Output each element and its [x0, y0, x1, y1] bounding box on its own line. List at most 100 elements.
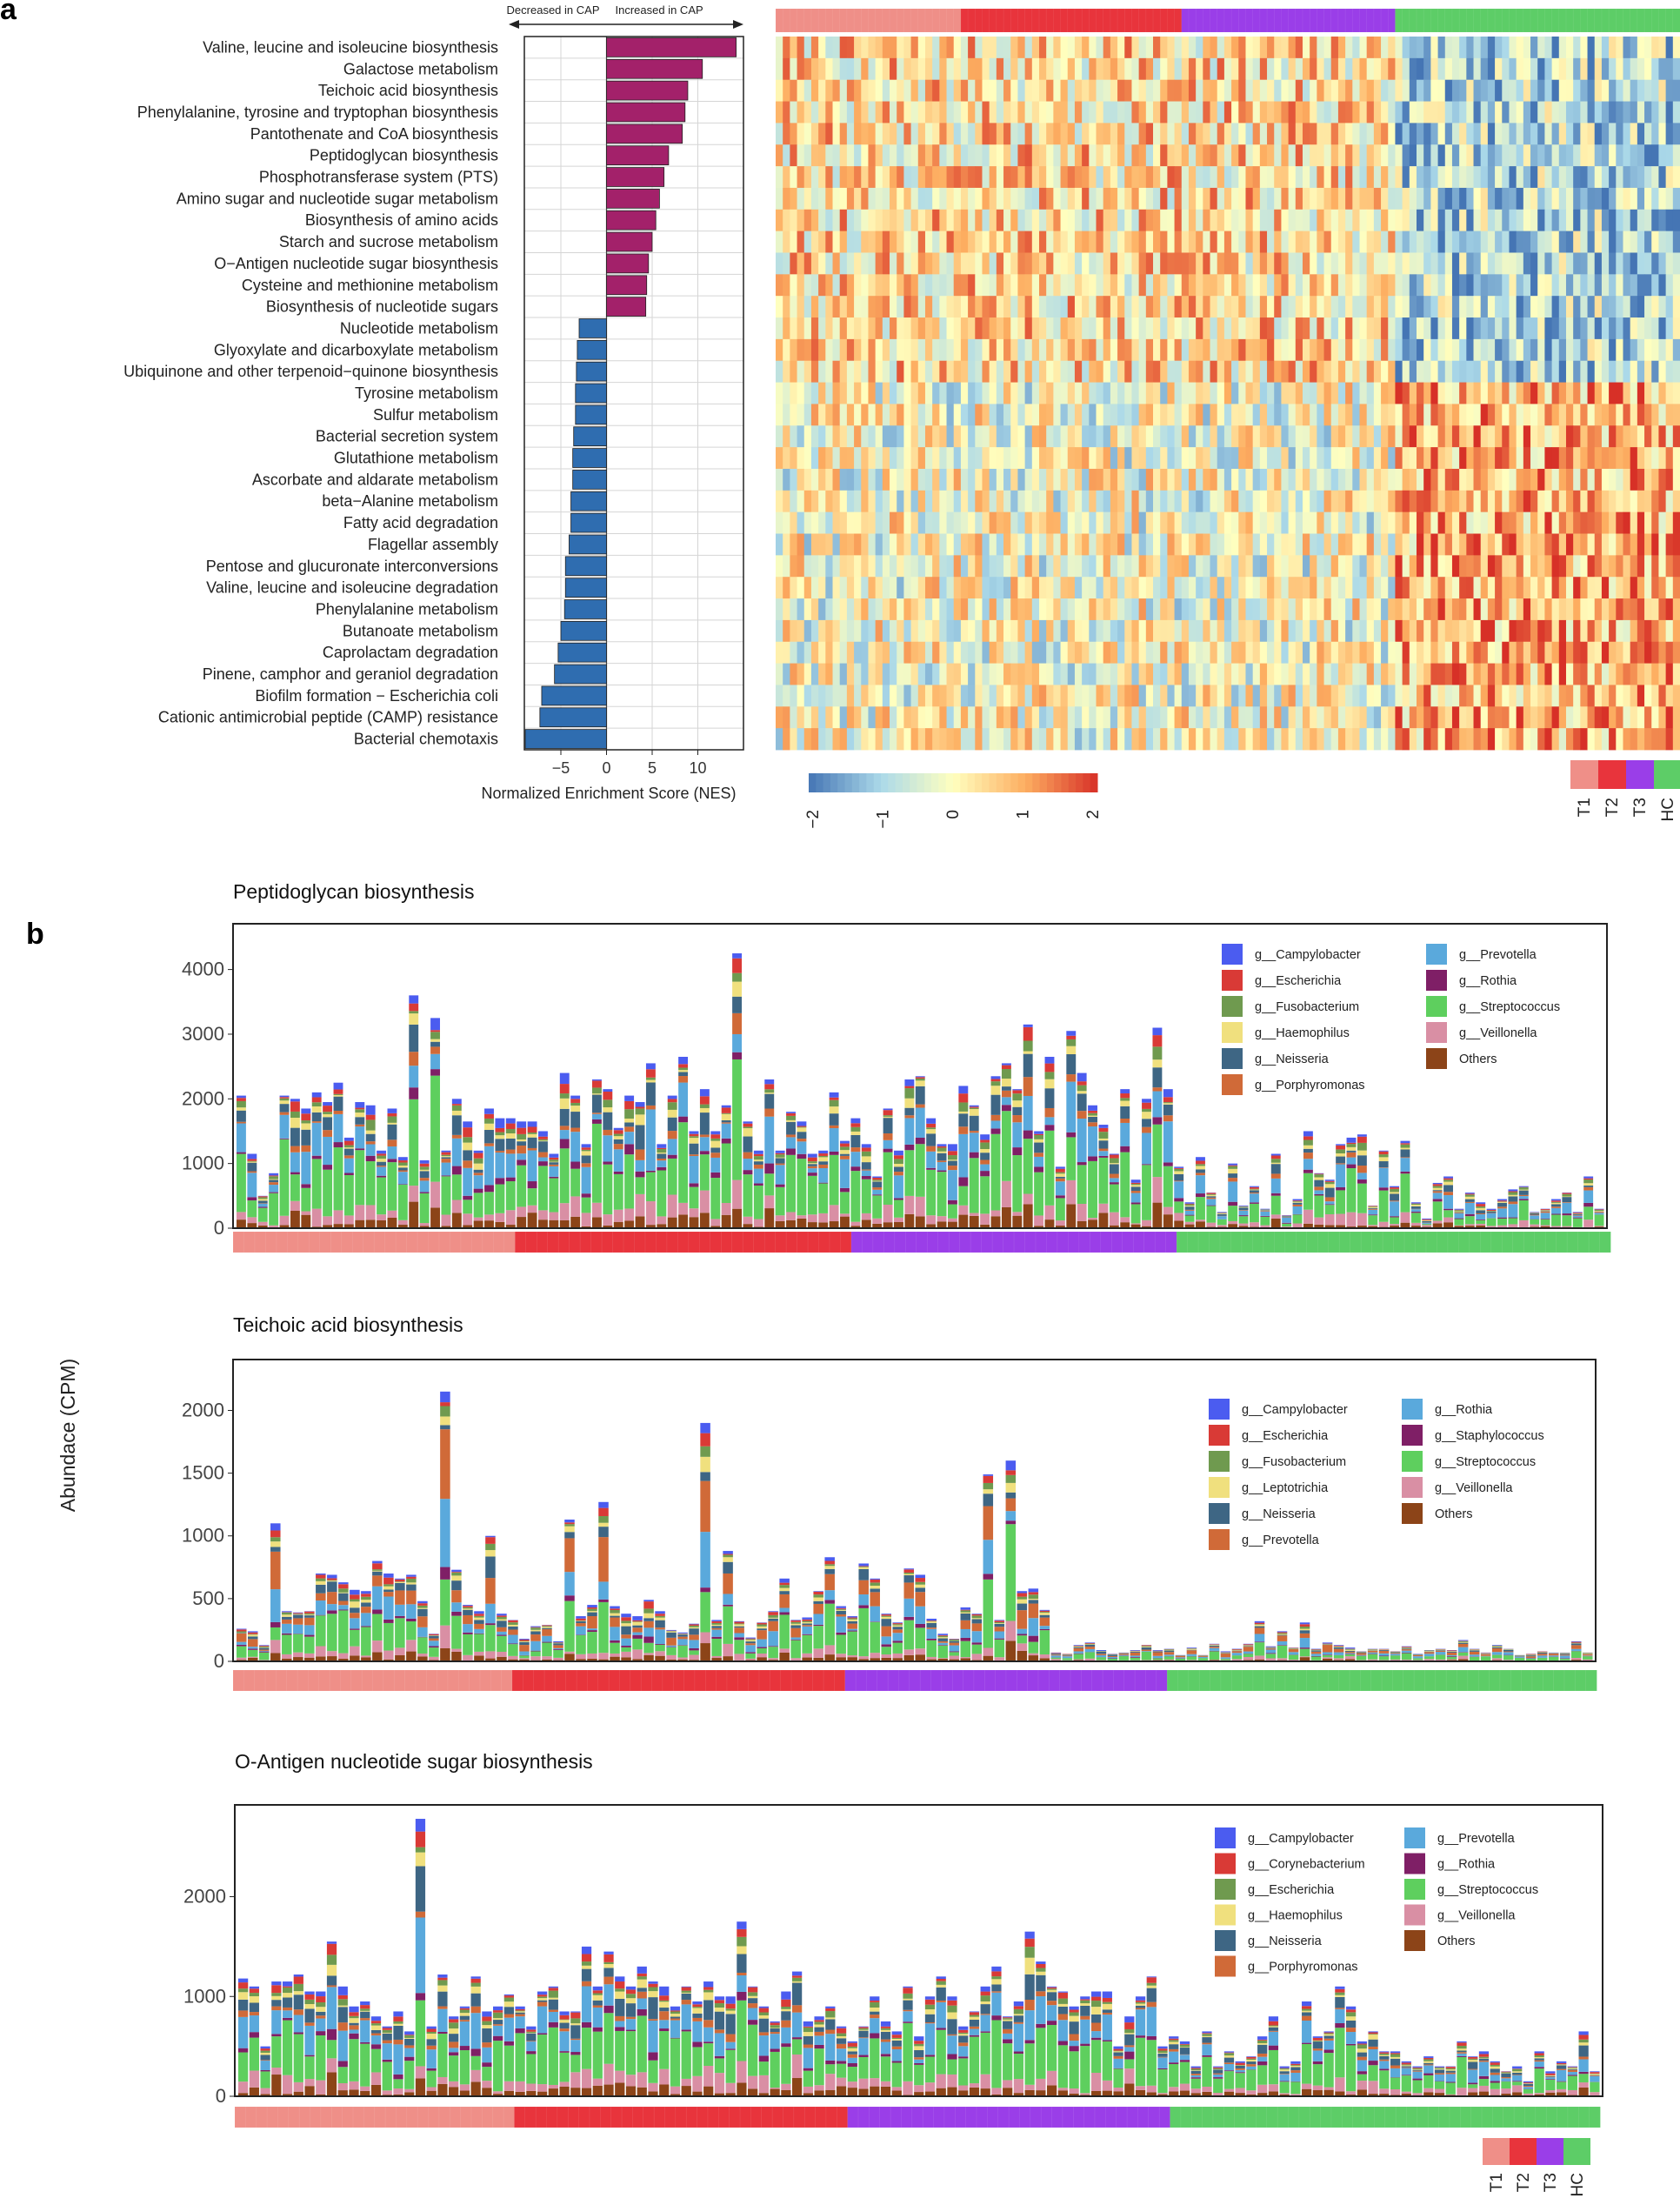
- heatmap-cell: [1281, 252, 1290, 275]
- heatmap-cell: [1010, 79, 1018, 102]
- heatmap-cell: [1174, 252, 1183, 275]
- heatmap-cell: [960, 382, 969, 404]
- heatmap-cell: [882, 382, 890, 404]
- heatmap-cell: [1310, 123, 1317, 145]
- heatmap-cell: [1038, 533, 1047, 556]
- heatmap-cell: [776, 360, 783, 383]
- heatmap-cell: [1288, 187, 1297, 210]
- heatmap-cell: [839, 533, 848, 556]
- heatmap-cell: [1551, 598, 1560, 621]
- heatmap-cell: [1345, 641, 1353, 665]
- heatmap-cell: [1609, 447, 1617, 470]
- heatmap-cell: [1288, 231, 1297, 253]
- heatmap-cells: [776, 37, 1680, 751]
- heatmap-cell: [1409, 101, 1417, 124]
- heatmap-cell: [1117, 252, 1125, 275]
- heatmap-cell: [1231, 425, 1239, 448]
- heatmap-cell: [1288, 296, 1297, 318]
- heatmap-cell: [1587, 511, 1596, 534]
- heatmap-cell: [1451, 360, 1460, 383]
- stacked-bar-segment: [397, 1165, 408, 1168]
- heatmap-cell: [1117, 685, 1125, 707]
- heatmap-cell: [1609, 577, 1617, 599]
- stacked-bar-segment: [409, 1024, 419, 1052]
- heatmap-cell: [1003, 533, 1011, 556]
- heatmap-cell: [917, 144, 926, 167]
- heatmap-cell: [1174, 360, 1183, 383]
- heatmap-cell: [783, 468, 790, 491]
- heatmap-cell: [1117, 706, 1125, 729]
- heatmap-cell: [1551, 706, 1560, 729]
- heatmap-cell: [1473, 101, 1482, 124]
- heatmap-cell: [1537, 79, 1545, 102]
- heatmap-cell: [1473, 555, 1482, 578]
- heatmap-cell: [1366, 317, 1375, 340]
- heatmap-cell: [1388, 338, 1396, 362]
- heatmap-cell: [953, 663, 962, 685]
- heatmap-cell: [1203, 706, 1210, 729]
- heatmap-cell: [1167, 425, 1175, 448]
- heatmap-cell: [1551, 533, 1560, 556]
- heatmap-cell: [1665, 706, 1674, 729]
- heatmap-cell: [1245, 338, 1254, 362]
- stacked-bar-segment: [279, 1104, 290, 1113]
- heatmap-cell: [1444, 619, 1453, 643]
- heatmap-cell: [1644, 274, 1652, 297]
- heatmap-cell: [861, 274, 869, 297]
- heatmap-cell: [1530, 231, 1538, 253]
- heatmap-cell: [1637, 338, 1645, 362]
- heatmap-cell: [917, 274, 926, 297]
- heatmap-cell: [953, 598, 962, 621]
- heatmap-cell: [1388, 166, 1396, 189]
- heatmap-cell: [1259, 425, 1268, 448]
- heatmap-cell: [1252, 252, 1261, 275]
- stacked-bar-segment: [678, 1070, 689, 1072]
- heatmap-cell: [1288, 317, 1297, 340]
- heatmap-group-cell: [1672, 8, 1680, 33]
- heatmap-cell: [1017, 252, 1026, 275]
- heatmap-cell: [1451, 317, 1460, 340]
- heatmap-cell: [924, 209, 933, 232]
- heatmap-cell: [1444, 317, 1453, 340]
- heatmap-cell: [1074, 338, 1083, 362]
- stacked-bar-segment: [430, 1069, 440, 1076]
- heatmap-cell: [1345, 187, 1353, 210]
- heatmap-cell: [1409, 37, 1417, 59]
- heatmap-cell: [1665, 123, 1674, 145]
- heatmap-cell: [1637, 468, 1645, 491]
- heatmap-group-cell: [1103, 8, 1111, 33]
- heatmap-cell: [1558, 728, 1567, 751]
- heatmap-cell: [1281, 598, 1290, 621]
- heatmap-cell: [968, 231, 976, 253]
- heatmap-cell: [1046, 252, 1054, 275]
- heatmap-cell: [1174, 641, 1183, 665]
- heatmap-cell: [932, 425, 940, 448]
- heatmap-cell: [975, 728, 983, 751]
- heatmap-cell: [1117, 555, 1125, 578]
- heatmap-cell: [924, 685, 933, 707]
- heatmap-cell: [1124, 166, 1132, 189]
- heatmap-cell: [1487, 231, 1496, 253]
- heatmap-cell: [1480, 663, 1489, 685]
- heatmap-cell: [1409, 166, 1417, 189]
- heatmap-cell: [861, 79, 869, 102]
- heatmap-cell: [1587, 144, 1596, 167]
- heatmap-cell: [1024, 37, 1033, 59]
- heatmap-group-cell: [1565, 8, 1574, 33]
- heatmap-cell: [1337, 317, 1346, 340]
- heatmap-cell: [1203, 338, 1210, 362]
- heatmap-cell: [1409, 404, 1417, 426]
- stacked-bar-segment: [323, 1225, 333, 1228]
- stacked-bar-segment: [323, 1117, 333, 1131]
- stacked-bar-segment: [247, 1160, 257, 1162]
- stacked-bar-segment: [495, 1118, 505, 1128]
- heatmap-cell: [1630, 317, 1638, 340]
- heatmap-cell: [1417, 533, 1424, 556]
- stacked-bar-segment: [527, 1147, 537, 1151]
- stacked-bar-segment: [419, 1226, 430, 1228]
- heatmap-cell: [1124, 57, 1132, 81]
- heatmap-cell: [1587, 706, 1596, 729]
- heatmap-cell: [1053, 598, 1061, 621]
- heatmap-cell: [1459, 555, 1467, 578]
- heatmap-cell: [1067, 274, 1076, 297]
